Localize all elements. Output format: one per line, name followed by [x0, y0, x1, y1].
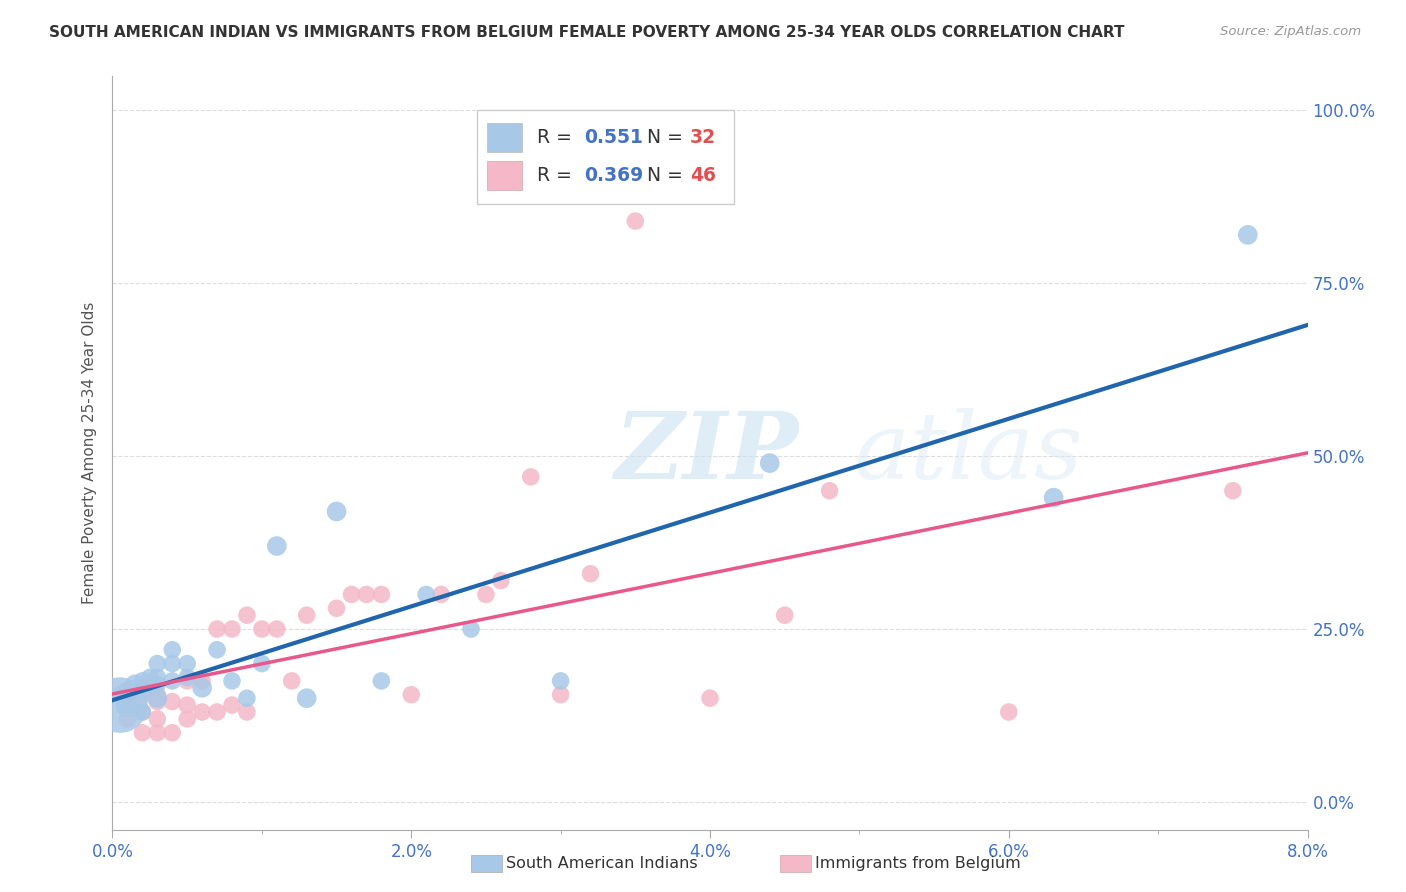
- Text: Immigrants from Belgium: Immigrants from Belgium: [815, 856, 1021, 871]
- Point: [266, 622, 288, 636]
- Point: [162, 725, 183, 739]
- Point: [221, 698, 243, 712]
- Point: [176, 712, 198, 726]
- Point: [295, 691, 318, 706]
- Point: [146, 657, 169, 671]
- Point: [146, 712, 169, 726]
- Point: [489, 574, 512, 588]
- Point: [131, 688, 153, 702]
- Point: [117, 712, 139, 726]
- Point: [146, 691, 169, 706]
- Point: [520, 470, 543, 484]
- Text: 32: 32: [690, 128, 716, 147]
- Point: [818, 483, 841, 498]
- Text: R =: R =: [537, 128, 578, 147]
- Point: [162, 695, 183, 709]
- Point: [998, 705, 1021, 719]
- Point: [415, 587, 437, 601]
- Point: [131, 725, 153, 739]
- Point: [759, 456, 782, 470]
- Point: [117, 695, 139, 709]
- Point: [108, 688, 131, 702]
- Point: [117, 698, 139, 712]
- Point: [146, 695, 169, 709]
- Point: [401, 688, 423, 702]
- Text: R =: R =: [537, 166, 578, 185]
- Point: [1222, 483, 1244, 498]
- Y-axis label: Female Poverty Among 25-34 Year Olds: Female Poverty Among 25-34 Year Olds: [82, 301, 97, 604]
- Point: [131, 705, 153, 719]
- Text: 46: 46: [690, 166, 716, 185]
- Point: [162, 673, 183, 688]
- Point: [131, 673, 153, 688]
- Point: [146, 677, 169, 691]
- Point: [266, 539, 288, 553]
- Point: [108, 698, 131, 712]
- Point: [236, 705, 259, 719]
- Text: 0.369: 0.369: [585, 166, 644, 185]
- Point: [176, 673, 198, 688]
- Point: [131, 681, 153, 695]
- Text: South American Indians: South American Indians: [506, 856, 697, 871]
- Point: [176, 698, 198, 712]
- Text: atlas: atlas: [853, 408, 1083, 498]
- Text: ZIP: ZIP: [614, 408, 799, 498]
- Point: [550, 673, 572, 688]
- Point: [325, 504, 347, 518]
- Point: [146, 688, 169, 702]
- Point: [117, 684, 139, 698]
- Point: [162, 657, 183, 671]
- Point: [250, 622, 273, 636]
- Point: [325, 601, 347, 615]
- Point: [117, 684, 139, 698]
- FancyBboxPatch shape: [486, 161, 523, 190]
- Point: [356, 587, 378, 601]
- Point: [176, 670, 198, 684]
- Point: [250, 657, 273, 671]
- Point: [191, 681, 214, 695]
- Point: [146, 725, 169, 739]
- Point: [124, 677, 146, 691]
- Point: [162, 642, 183, 657]
- FancyBboxPatch shape: [486, 123, 523, 152]
- Point: [773, 608, 796, 623]
- Point: [191, 705, 214, 719]
- Text: SOUTH AMERICAN INDIAN VS IMMIGRANTS FROM BELGIUM FEMALE POVERTY AMONG 25-34 YEAR: SOUTH AMERICAN INDIAN VS IMMIGRANTS FROM…: [49, 25, 1125, 40]
- Point: [1237, 227, 1260, 242]
- Point: [205, 642, 228, 657]
- Point: [191, 673, 214, 688]
- Point: [699, 691, 721, 706]
- Point: [624, 214, 647, 228]
- Text: Source: ZipAtlas.com: Source: ZipAtlas.com: [1220, 25, 1361, 38]
- Point: [550, 688, 572, 702]
- Point: [295, 608, 318, 623]
- Text: N =: N =: [634, 128, 689, 147]
- Point: [146, 670, 169, 684]
- Point: [475, 587, 498, 601]
- Point: [340, 587, 363, 601]
- Text: N =: N =: [634, 166, 689, 185]
- Point: [139, 670, 162, 684]
- Point: [131, 684, 153, 698]
- Point: [236, 691, 259, 706]
- Point: [221, 673, 243, 688]
- Point: [221, 622, 243, 636]
- Point: [176, 657, 198, 671]
- Point: [579, 566, 602, 581]
- Point: [370, 673, 392, 688]
- Point: [460, 622, 482, 636]
- Point: [131, 705, 153, 719]
- Point: [430, 587, 453, 601]
- Point: [205, 705, 228, 719]
- Point: [370, 587, 392, 601]
- Point: [281, 673, 304, 688]
- Point: [205, 622, 228, 636]
- Point: [1042, 491, 1064, 505]
- Point: [236, 608, 259, 623]
- Text: 0.551: 0.551: [585, 128, 644, 147]
- FancyBboxPatch shape: [477, 110, 734, 204]
